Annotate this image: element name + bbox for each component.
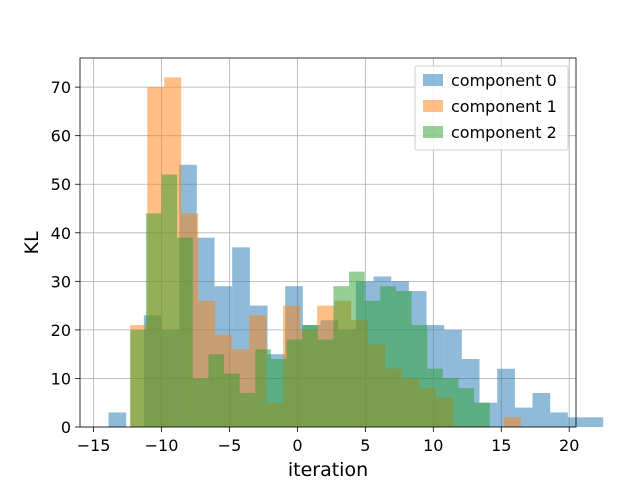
y-tick-label: 10 xyxy=(51,369,71,388)
histogram-bar xyxy=(177,237,193,427)
x-tick-label: −15 xyxy=(77,436,111,455)
histogram-bar xyxy=(302,325,318,427)
x-tick-label: −10 xyxy=(145,436,179,455)
legend-box xyxy=(414,65,569,151)
x-tick-labels: −15 −10 −5 0 5 10 15 20 xyxy=(77,436,580,455)
histogram-bar xyxy=(270,359,287,427)
axes xyxy=(75,57,577,432)
x-tick-label: −5 xyxy=(218,436,242,455)
histogram-bar xyxy=(503,417,521,427)
histogram-bar xyxy=(192,378,209,427)
histogram-bar xyxy=(427,368,443,427)
histogram-bar xyxy=(550,412,568,427)
histogram-bar xyxy=(458,388,475,427)
legend-swatch xyxy=(423,74,443,86)
histogram-bar xyxy=(474,402,490,427)
legend-label: component 1 xyxy=(451,97,557,116)
x-tick-label: 5 xyxy=(360,436,370,455)
y-tick-label: 20 xyxy=(51,321,71,340)
x-tick-label: 15 xyxy=(491,436,511,455)
histogram-bar xyxy=(364,300,381,427)
y-tick-label: 50 xyxy=(51,175,71,194)
legend-label: component 0 xyxy=(451,71,557,90)
histogram-bar xyxy=(145,213,162,427)
legend: component 0 component 1 component 2 xyxy=(414,65,569,151)
y-tick-label: 0 xyxy=(61,418,71,437)
x-tick-label: 0 xyxy=(292,436,302,455)
plot-frame xyxy=(79,57,577,428)
histogram-bar xyxy=(317,339,334,427)
y-tick-label: 40 xyxy=(51,224,71,243)
legend-swatch xyxy=(423,126,443,138)
histogram-bar xyxy=(585,417,604,427)
histogram-bar xyxy=(380,286,396,427)
histogram-bar xyxy=(286,339,303,427)
histogram-bar xyxy=(395,291,412,427)
histogram-bar xyxy=(161,174,178,427)
histogram-bar xyxy=(497,368,515,427)
histogram-bar xyxy=(411,325,428,427)
histogram-bar xyxy=(333,286,350,427)
legend-swatch xyxy=(423,100,443,112)
histogram-bar xyxy=(224,373,240,427)
histogram-bar xyxy=(208,354,225,427)
histogram-bars xyxy=(108,77,604,427)
histogram-bar xyxy=(108,412,127,427)
histogram-bar xyxy=(349,271,365,427)
series-2-bars xyxy=(130,174,490,427)
y-tick-label: 30 xyxy=(51,272,71,291)
x-tick-label: 20 xyxy=(559,436,579,455)
histogram-bar xyxy=(442,378,459,427)
x-axis-label: iteration xyxy=(288,459,368,480)
y-tick-label: 60 xyxy=(51,127,71,146)
histogram-bar xyxy=(532,393,551,427)
histogram-bar xyxy=(567,417,586,427)
legend-label: component 2 xyxy=(451,123,557,142)
histogram-bar xyxy=(255,349,271,427)
y-axis-label: KL xyxy=(21,231,43,254)
y-tick-labels: 0 10 20 30 40 50 60 70 xyxy=(51,78,71,437)
histogram-bar xyxy=(130,329,146,427)
histogram-bar xyxy=(239,393,256,427)
y-tick-label: 70 xyxy=(51,78,71,97)
x-tick-label: 10 xyxy=(423,436,443,455)
